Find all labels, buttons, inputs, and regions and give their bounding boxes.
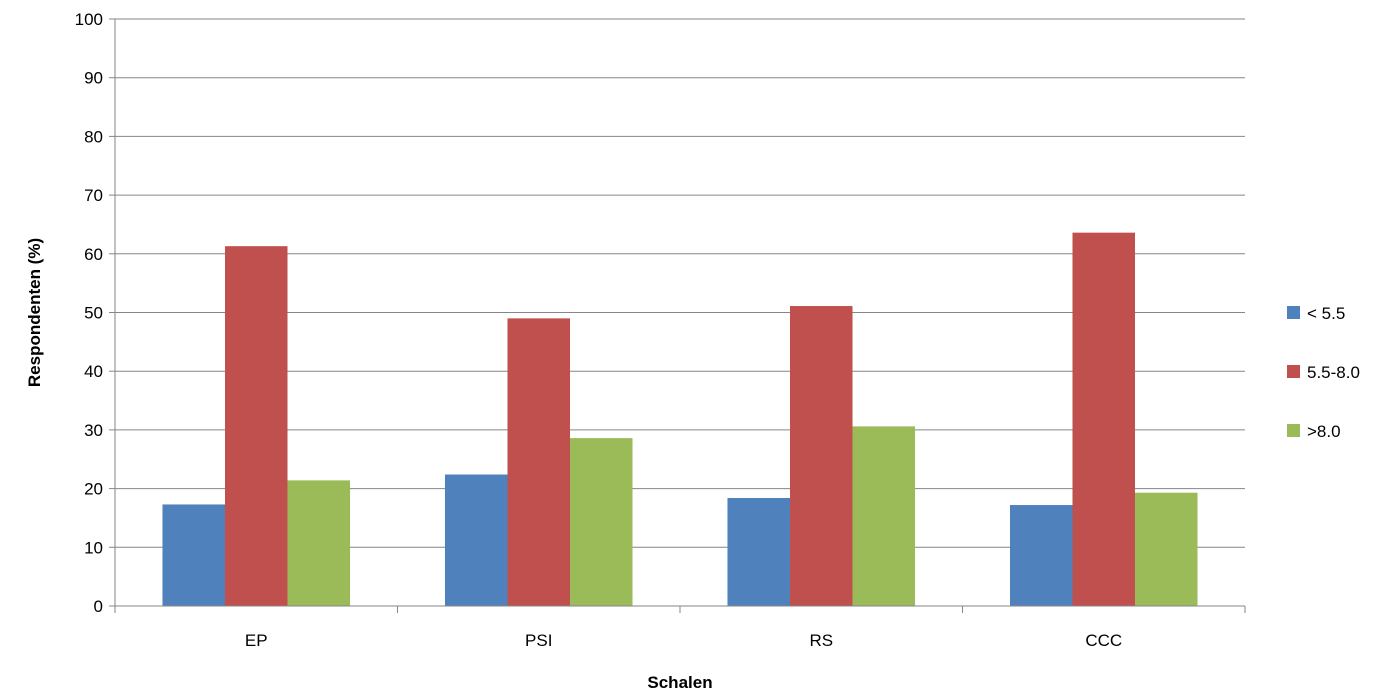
y-tick-label: 90 xyxy=(84,69,103,88)
bar xyxy=(789,306,853,606)
bar xyxy=(444,474,508,606)
y-tick-label: 10 xyxy=(84,538,103,557)
legend-swatch xyxy=(1287,306,1300,319)
x-tick-label: EP xyxy=(245,631,268,650)
y-axis-title: Respondenten (%) xyxy=(25,238,44,387)
legend-swatch xyxy=(1287,365,1300,378)
y-tick-label: 100 xyxy=(75,10,103,29)
legend: < 5.5 5.5-8.0 >8.0 xyxy=(1287,304,1360,441)
bar xyxy=(162,504,225,606)
bars xyxy=(162,232,1198,606)
y-tick-label: 80 xyxy=(84,127,103,146)
bar xyxy=(1135,492,1198,606)
bar xyxy=(727,497,790,606)
legend-label: >8.0 xyxy=(1307,422,1341,441)
x-tick-label: PSI xyxy=(525,631,552,650)
bar xyxy=(1072,232,1136,606)
y-tick-label: 50 xyxy=(84,304,103,323)
y-tick-label: 60 xyxy=(84,245,103,264)
bar xyxy=(507,318,571,606)
legend-swatch xyxy=(1287,424,1300,437)
x-tick-label: CCC xyxy=(1085,631,1122,650)
y-tick-label: 20 xyxy=(84,480,103,499)
bar xyxy=(852,426,916,606)
y-tick-label: 30 xyxy=(84,421,103,440)
y-tick-label: 0 xyxy=(94,597,103,616)
x-axis-title: Schalen xyxy=(647,673,712,692)
x-tick-labels: EP PSI RS CCC xyxy=(245,631,1122,650)
bar xyxy=(1009,505,1073,606)
bar xyxy=(224,246,288,606)
y-tick-label: 40 xyxy=(84,362,103,381)
legend-label: < 5.5 xyxy=(1307,304,1345,323)
bar xyxy=(570,438,633,606)
y-tick-label: 70 xyxy=(84,186,103,205)
axes xyxy=(109,18,1246,613)
x-tick-label: RS xyxy=(809,631,833,650)
y-tick-labels: 0 10 20 30 40 50 60 70 80 90 100 xyxy=(75,10,103,616)
legend-label: 5.5-8.0 xyxy=(1307,363,1360,382)
bar xyxy=(287,480,351,606)
